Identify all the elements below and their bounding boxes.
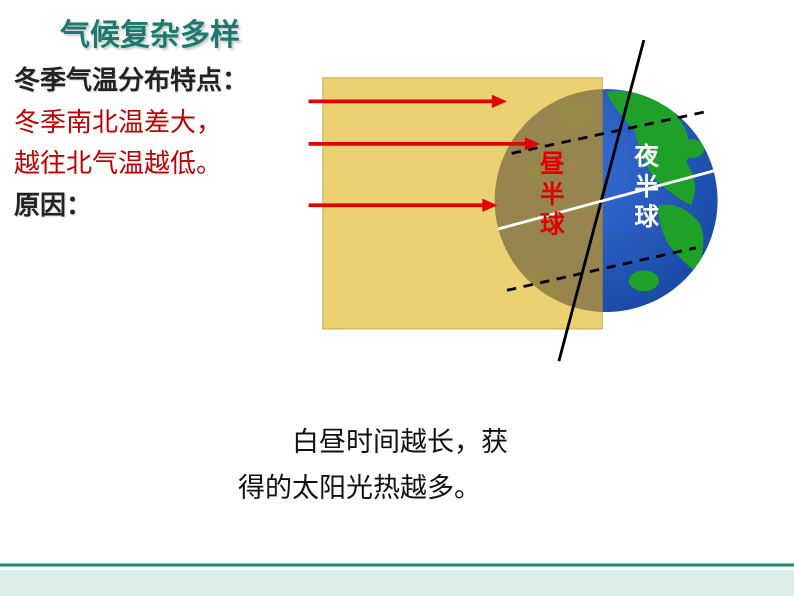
day-hemisphere-label-char-1: 半 bbox=[540, 180, 565, 208]
footer-decoration bbox=[0, 556, 794, 596]
bottom-line-1: 白昼时间越长，获 bbox=[238, 420, 508, 466]
night-hemisphere-label-char-0: 夜 bbox=[633, 142, 659, 171]
slide-title: 气候复杂多样 bbox=[60, 10, 240, 54]
bottom-line-2: 得的太阳光热越多。 bbox=[238, 466, 508, 512]
left-text-block: 冬季气温分布特点： 冬季南北温差大， 越往北气温越低。 原因： bbox=[14, 60, 248, 226]
text-line-3: 越往北气温越低。 bbox=[14, 143, 248, 185]
text-line-4: 原因： bbox=[14, 185, 248, 227]
night-hemisphere-label-char-1: 半 bbox=[634, 173, 659, 201]
text-line-2: 冬季南北温差大， bbox=[14, 102, 248, 144]
title-text: 气候复杂多样 bbox=[60, 19, 240, 52]
earth-diagram: 昼半球夜半球 bbox=[300, 40, 780, 360]
day-hemisphere-label-char-2: 球 bbox=[540, 211, 565, 239]
day-hemisphere-label-char-0: 昼 bbox=[540, 150, 565, 178]
night-hemisphere-label-char-2: 球 bbox=[634, 203, 659, 231]
bottom-paragraph: 白昼时间越长，获 得的太阳光热越多。 bbox=[238, 420, 508, 512]
text-line-1: 冬季气温分布特点： bbox=[14, 60, 248, 102]
